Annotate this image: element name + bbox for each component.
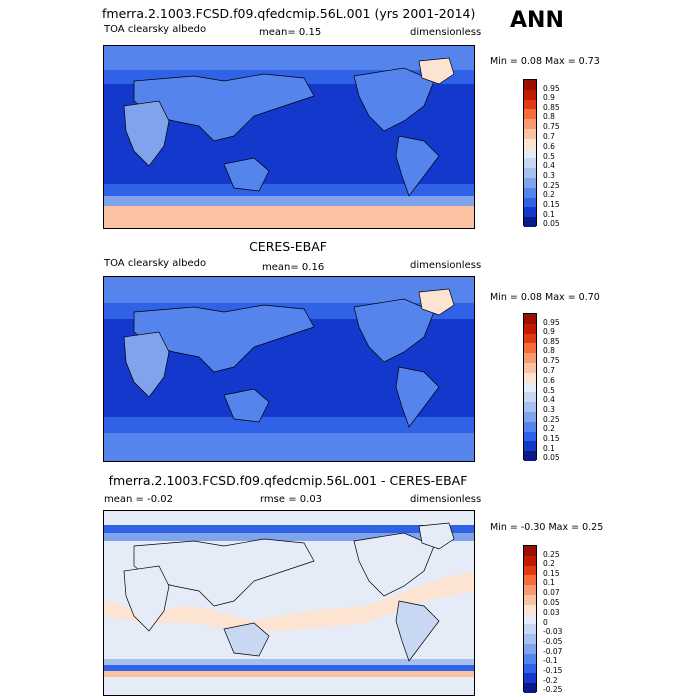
panel3-minmax: Min = -0.30 Max = 0.25 [490, 522, 604, 533]
panel2-units: dimensionless [410, 260, 482, 271]
panel3-rmse: rmse = 0.03 [260, 494, 323, 505]
panel1-cbar-label: 0.25 [543, 181, 560, 190]
panel2-cbar-label: 0.9 [543, 327, 555, 336]
panel1-cbar-label: 0.05 [543, 219, 560, 228]
panel3-cbar-label: 0.25 [543, 550, 560, 559]
panel3-cbar-label: -0.2 [543, 676, 558, 685]
panel3-map [103, 510, 475, 696]
panel1-cbar-label: 0.1 [543, 210, 555, 219]
panel2-title: CERES-EBAF [249, 239, 327, 254]
panel1-title: fmerra.2.1003.FCSD.f09.qfedcmip.56L.001 … [102, 6, 476, 21]
panel1-cbar-label: 0.15 [543, 200, 560, 209]
panel1-cbar-label: 0.2 [543, 190, 555, 199]
panel2-cbar-label: 0.25 [543, 415, 560, 424]
panel3-cbar-label: 0.07 [543, 588, 560, 597]
panel1-cbar-label: 0.8 [543, 112, 555, 121]
panel1-cbar-label: 0.9 [543, 93, 555, 102]
panel3-mean: mean = -0.02 [104, 494, 173, 505]
panel3-cbar-label: 0 [543, 618, 548, 627]
panel2-cbar-label: 0.15 [543, 434, 560, 443]
season-label: ANN [510, 8, 564, 33]
panel2-cbar-label: 0.95 [543, 318, 560, 327]
panel2-cbar-label: 0.8 [543, 346, 555, 355]
panel2-cbar-label: 0.7 [543, 366, 555, 375]
panel2-cbar-label: 0.6 [543, 376, 555, 385]
panel3-cbar-label: 0.05 [543, 598, 560, 607]
panel3-cbar-label: -0.03 [543, 627, 563, 636]
panel1-minmax: Min = 0.08 Max = 0.73 [490, 56, 600, 67]
panel3-cbar-label: 0.2 [543, 559, 555, 568]
panel2-cbar-label: 0.1 [543, 444, 555, 453]
panel3-cbar-label: 0.1 [543, 578, 555, 587]
panel1-units: dimensionless [410, 27, 482, 38]
panel1-cbar-label: 0.5 [543, 152, 555, 161]
panel3-cbar-label: -0.07 [543, 647, 563, 656]
panel3-cbar-label: 0.15 [543, 569, 560, 578]
panel1-cbar-label: 0.4 [543, 161, 555, 170]
panel3-units: dimensionless [410, 494, 482, 505]
panel2-cbar-label: 0.3 [543, 405, 555, 414]
panel3-cbar-label: -0.1 [543, 656, 558, 665]
panel2-cbar-label: 0.85 [543, 337, 560, 346]
panel2-minmax: Min = 0.08 Max = 0.70 [490, 292, 600, 303]
panel2-cbar-label: 0.75 [543, 356, 560, 365]
panel1-colorbar [523, 79, 537, 227]
panel1-field-label: TOA clearsky albedo [104, 24, 207, 35]
panel1-cbar-label: 0.6 [543, 142, 555, 151]
panel2-field-label: TOA clearsky albedo [104, 258, 207, 269]
panel3-cbar-label: -0.15 [543, 666, 563, 675]
panel3-title: fmerra.2.1003.FCSD.f09.qfedcmip.56L.001 … [108, 473, 468, 488]
panel1-mean: mean= 0.15 [259, 27, 322, 38]
panel3-cbar-label: -0.05 [543, 637, 563, 646]
panel3-cbar-label: -0.25 [543, 685, 563, 694]
panel3-cbar-label: 0.03 [543, 608, 560, 617]
panel1-cbar-label: 0.3 [543, 171, 555, 180]
panel2-cbar-label: 0.4 [543, 395, 555, 404]
panel2-colorbar [523, 313, 537, 461]
panel1-cbar-label: 0.85 [543, 103, 560, 112]
panel3-colorbar [523, 545, 537, 693]
panel2-mean: mean= 0.16 [262, 262, 325, 273]
panel1-cbar-label: 0.75 [543, 122, 560, 131]
panel1-cbar-label: 0.95 [543, 84, 560, 93]
panel2-cbar-label: 0.5 [543, 386, 555, 395]
panel2-map [103, 276, 475, 462]
panel2-cbar-label: 0.2 [543, 424, 555, 433]
panel1-map [103, 45, 475, 229]
panel1-cbar-label: 0.7 [543, 132, 555, 141]
panel2-cbar-label: 0.05 [543, 453, 560, 462]
